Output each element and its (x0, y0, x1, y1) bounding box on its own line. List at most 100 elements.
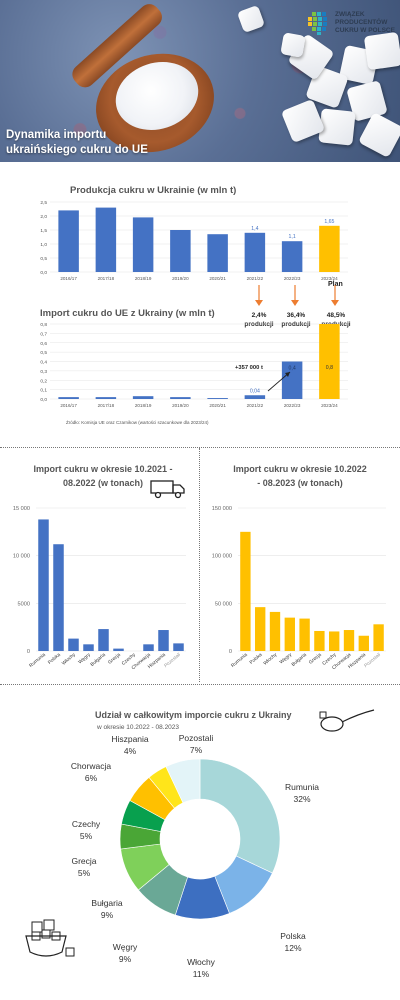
import-bar-chart: 0,0 0,1 0,2 0,3 0,4 0,5 0,6 0,7 0,8 2016/17 2017/1… (40, 322, 348, 408)
zpc-logo-text: ZWIĄZEK PRODUCENTÓW CUKRU W POLSCE (335, 11, 395, 34)
growth-annotation: +357 000 t (235, 365, 263, 371)
data-label: 0,4 (289, 366, 296, 372)
bar-2016-17 (58, 397, 79, 399)
bar-2023-24 (319, 324, 340, 399)
bar-w-ochy (269, 611, 281, 651)
x-tick-label: 2020/21 (209, 403, 226, 408)
x-tick-label: Rumunia (230, 652, 249, 669)
y-tick-label: 1,5 (40, 228, 47, 234)
x-tick-label: Pozostali (363, 651, 382, 669)
source-note: Źródło: Komisja UE oraz Czarnikow (warto… (66, 420, 209, 425)
x-tick-label: Polska (249, 652, 264, 666)
bar-hiszpania (158, 630, 169, 651)
slice-label: Hiszpania (111, 735, 149, 744)
x-tick-label: 2016/17 (60, 276, 77, 281)
bar-w-ochy (68, 638, 79, 651)
slice-label: Rumunia (285, 782, 319, 792)
truck-icon (150, 480, 185, 499)
bar-2023-24 (319, 225, 340, 272)
bar-chorwacja (143, 644, 154, 651)
slice-label: Pozostali (179, 735, 214, 743)
slice-value: 9% (101, 910, 114, 920)
x-tick-label: Włochy (61, 652, 77, 667)
production-chart-title: Produkcja cukru w Ukrainie (w mln t) (70, 185, 237, 196)
slice-value: 11% (193, 969, 210, 979)
annotation-arrowhead-icon (285, 372, 290, 377)
pie-chart-title: Udział w całkowitym imporcie cukru z Ukr… (95, 710, 292, 720)
slice-value: 7% (190, 745, 203, 755)
page-title: Dynamika importu ukraińskiego cukru do U… (6, 129, 148, 156)
orange-arrows (255, 285, 339, 306)
x-tick-label: 2022/23 (284, 276, 301, 281)
bar-2021-22 (244, 232, 266, 272)
bar-polska (53, 544, 64, 651)
x-tick-label: 2019/20 (172, 276, 189, 281)
slice-value: 32% (293, 794, 310, 804)
x-tick-label: Grecja (107, 652, 122, 666)
x-tick-label: 2017/18 (98, 403, 115, 408)
bar-2018-19 (132, 217, 154, 272)
y-tick-label: 0,5 (40, 350, 47, 356)
y-tick-label: 150 000 (212, 506, 232, 512)
import-2021-22-title: Import cukru w okresie 10.2021 -08.2022 … (33, 464, 173, 488)
slice-value: 5% (80, 831, 93, 841)
slice-label: Polska (280, 931, 306, 941)
bar-2017-18 (95, 397, 117, 399)
data-label: 0,04 (250, 388, 260, 394)
y-tick-label: 10 000 (13, 554, 30, 560)
bar-w-gry (83, 644, 94, 651)
x-tick-label: Pozostali (163, 651, 182, 669)
bar-2022-23 (281, 361, 303, 399)
x-tick-label: 2018/19 (135, 403, 152, 408)
data-label: 1,4 (251, 226, 258, 232)
bar-grecja (113, 648, 124, 651)
y-tick-label: 0,6 (40, 341, 47, 347)
x-tick-label: Włochy (262, 652, 278, 667)
slice-label: Włochy (187, 957, 216, 967)
bar-rumunia (38, 519, 49, 651)
bar-pozostali (373, 624, 384, 651)
y-tick-label: 2,5 (40, 200, 47, 206)
x-tick-label: 2022/23 (284, 403, 301, 408)
slice-label: Węgry (113, 942, 138, 952)
y-tick-label: 0,0 (40, 270, 47, 276)
annotation-arrow-icon (267, 371, 291, 392)
y-tick-label: 0,7 (40, 331, 47, 337)
slice-value: 12% (284, 943, 301, 953)
bar-2016-17 (58, 210, 79, 272)
x-tick-label: Bułgaria (291, 652, 309, 668)
y-tick-label: 1,0 (40, 242, 47, 248)
slice-value: 9% (119, 954, 132, 964)
bar-2018-19 (132, 396, 154, 399)
x-tick-label: 2017/18 (98, 276, 115, 281)
slice-value: 6% (85, 773, 98, 783)
y-tick-label: 0 (229, 649, 232, 655)
x-tick-label: 2020/21 (209, 276, 226, 281)
zpc-logo-icon (308, 12, 327, 35)
arrow-down-icon (291, 285, 299, 306)
bar-chorwacja (343, 630, 355, 651)
x-tick-label: 2023/24 (321, 276, 338, 281)
slice-label: Czechy (72, 819, 101, 829)
y-tick-label: 0,8 (40, 322, 47, 328)
x-tick-label: 2016/17 (60, 403, 77, 408)
x-tick-label: 2018/19 (135, 276, 152, 281)
hero-banner: ZWIĄZEK PRODUCENTÓW CUKRU W POLSCE Dynam… (0, 0, 400, 162)
arrow-down-icon (255, 285, 263, 306)
x-tick-label: Polska (47, 652, 62, 666)
data-label: 0,8 (326, 365, 333, 371)
bar-polska (255, 607, 266, 651)
x-tick-label: Rumunia (28, 652, 47, 669)
bar-2021-22 (244, 395, 266, 399)
section-divider (0, 447, 400, 448)
bar-2019-20 (170, 397, 191, 399)
bar-w-gry (284, 617, 295, 651)
pie-chart-subtitle: w okresie 10.2022 - 08.2023 (97, 724, 180, 731)
y-tick-label: 0,2 (40, 378, 47, 384)
x-tick-label: 2023/24 (321, 403, 338, 408)
bar-grecja (314, 630, 325, 651)
bar-pozostali (173, 643, 184, 651)
data-label: 1,1 (289, 234, 296, 240)
bar-bu-garia (98, 629, 109, 651)
import-2022-23-title: Import cukru w okresie 10.2022- 08.2023 … (233, 464, 367, 488)
